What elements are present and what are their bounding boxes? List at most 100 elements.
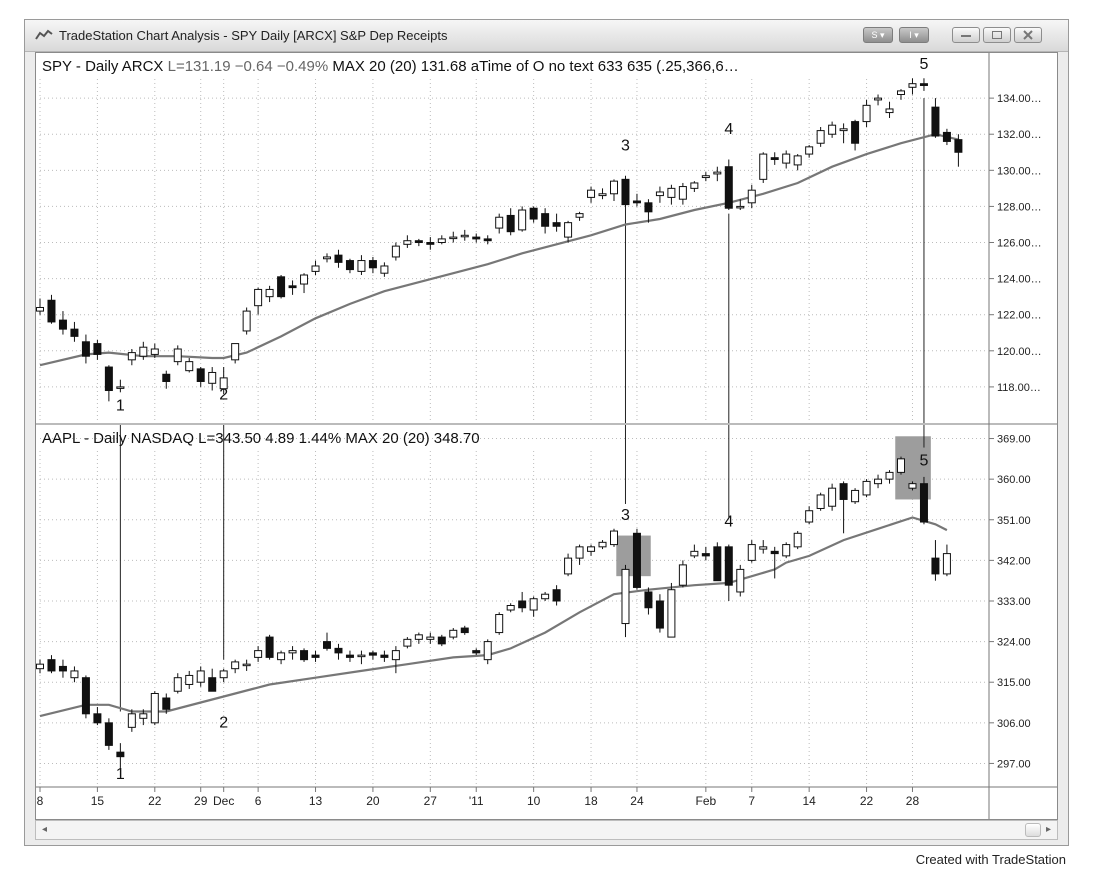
candle-body <box>81 341 90 357</box>
candle-body <box>724 166 733 209</box>
candle <box>759 152 768 183</box>
candle <box>851 488 860 504</box>
candle <box>529 206 538 223</box>
candle-body <box>770 550 779 555</box>
candle <box>610 179 618 201</box>
title-bar[interactable]: TradeStation Chart Analysis - SPY Daily … <box>25 20 1068 52</box>
minimize-button[interactable] <box>952 27 980 43</box>
candle <box>403 235 412 248</box>
candle-body <box>334 254 343 263</box>
chart-window: TradeStation Chart Analysis - SPY Daily … <box>24 19 1069 846</box>
candle-body <box>862 480 871 496</box>
indicator-menu-button[interactable]: I ▾ <box>899 27 929 43</box>
minimize-icon <box>961 35 971 37</box>
event-marker-label: 5 <box>920 453 929 470</box>
candle <box>265 285 274 303</box>
candle <box>311 650 320 662</box>
candle-body <box>47 659 56 672</box>
candle-body <box>506 605 515 611</box>
event-marker-label: 2 <box>219 714 228 731</box>
candle <box>506 208 515 236</box>
candle-body <box>300 274 309 285</box>
candle <box>116 379 125 393</box>
candle-body <box>127 352 136 361</box>
panel-header-part: −0.64 <box>235 58 277 75</box>
candle <box>541 591 550 601</box>
candle-body <box>885 471 894 480</box>
scroll-right-arrow-icon[interactable]: ▸ <box>1045 824 1051 835</box>
candle <box>449 231 458 243</box>
candle <box>747 184 756 209</box>
candle-body <box>150 348 159 355</box>
candle <box>173 345 182 366</box>
candle-body <box>598 193 607 197</box>
candle <box>954 134 963 167</box>
candle <box>610 528 618 547</box>
close-button[interactable] <box>1014 27 1042 43</box>
date-tick-label: 24 <box>630 794 644 808</box>
chart-area[interactable]: 118.00… 120.00… 122.00… 124.00… 126.00… 128.0… <box>35 52 1058 820</box>
price-tick-label: 306.00 <box>997 718 1031 730</box>
event-marker-label: 1 <box>116 397 125 414</box>
candle <box>391 242 400 261</box>
candle <box>403 637 412 649</box>
candle-body <box>219 670 228 679</box>
candle <box>357 255 366 275</box>
candle-body <box>460 627 469 634</box>
candle <box>805 506 814 525</box>
scroll-thumb[interactable] <box>1025 823 1041 837</box>
candle-body <box>36 663 44 670</box>
candle-body <box>506 214 515 233</box>
candle-body <box>874 478 883 485</box>
candle-body <box>644 202 653 213</box>
candle <box>655 594 664 633</box>
candle-body <box>81 677 90 715</box>
candle <box>816 127 825 147</box>
candle-body <box>816 130 825 144</box>
scroll-left-arrow-icon[interactable]: ◂ <box>42 824 48 835</box>
candle-body <box>449 236 458 240</box>
candle <box>678 182 687 205</box>
price-charts-svg[interactable]: 118.00… 120.00… 122.00… 124.00… 126.00… 128.0… <box>36 53 1057 819</box>
candle-body <box>368 652 377 656</box>
candle-body <box>782 153 791 164</box>
candle-body <box>736 205 745 209</box>
horizontal-scrollbar[interactable]: ◂ ▸ <box>35 820 1058 840</box>
candle-body <box>759 153 768 180</box>
candle-body <box>323 256 331 260</box>
candle-body <box>908 483 917 489</box>
date-tick-label: 18 <box>584 794 598 808</box>
price-tick-label: 333.00 <box>997 596 1031 608</box>
candle <box>908 78 917 95</box>
candle <box>426 237 435 250</box>
candle <box>919 78 928 91</box>
price-tick-label: 315.00 <box>997 677 1031 689</box>
candle-body <box>231 343 240 361</box>
candle <box>150 691 159 726</box>
candle-body <box>254 650 263 658</box>
price-tick-label: 342.00 <box>997 555 1031 567</box>
candle-body <box>185 361 194 372</box>
price-tick-label: 324.00 <box>997 637 1031 649</box>
maximize-button[interactable] <box>983 27 1011 43</box>
candle-body <box>587 546 596 552</box>
date-tick-label: 6 <box>255 794 262 808</box>
candle <box>437 235 446 245</box>
date-tick-label: 8 <box>37 794 44 808</box>
candle-body <box>58 319 67 330</box>
candle-body <box>713 546 722 582</box>
symbol-menu-button[interactable]: S ▾ <box>863 27 893 43</box>
candle-body <box>483 238 492 242</box>
date-tick-label: Dec <box>213 794 234 808</box>
candle <box>334 643 343 660</box>
date-tick-label: 14 <box>802 794 816 808</box>
candle-body <box>58 665 67 672</box>
candle-body <box>242 310 251 332</box>
candle <box>150 343 159 359</box>
date-tick-label: 15 <box>91 794 105 808</box>
candle-body <box>368 260 377 269</box>
candle <box>644 587 653 615</box>
candle-body <box>874 97 883 101</box>
candle-body <box>828 124 837 135</box>
candle <box>242 307 251 335</box>
